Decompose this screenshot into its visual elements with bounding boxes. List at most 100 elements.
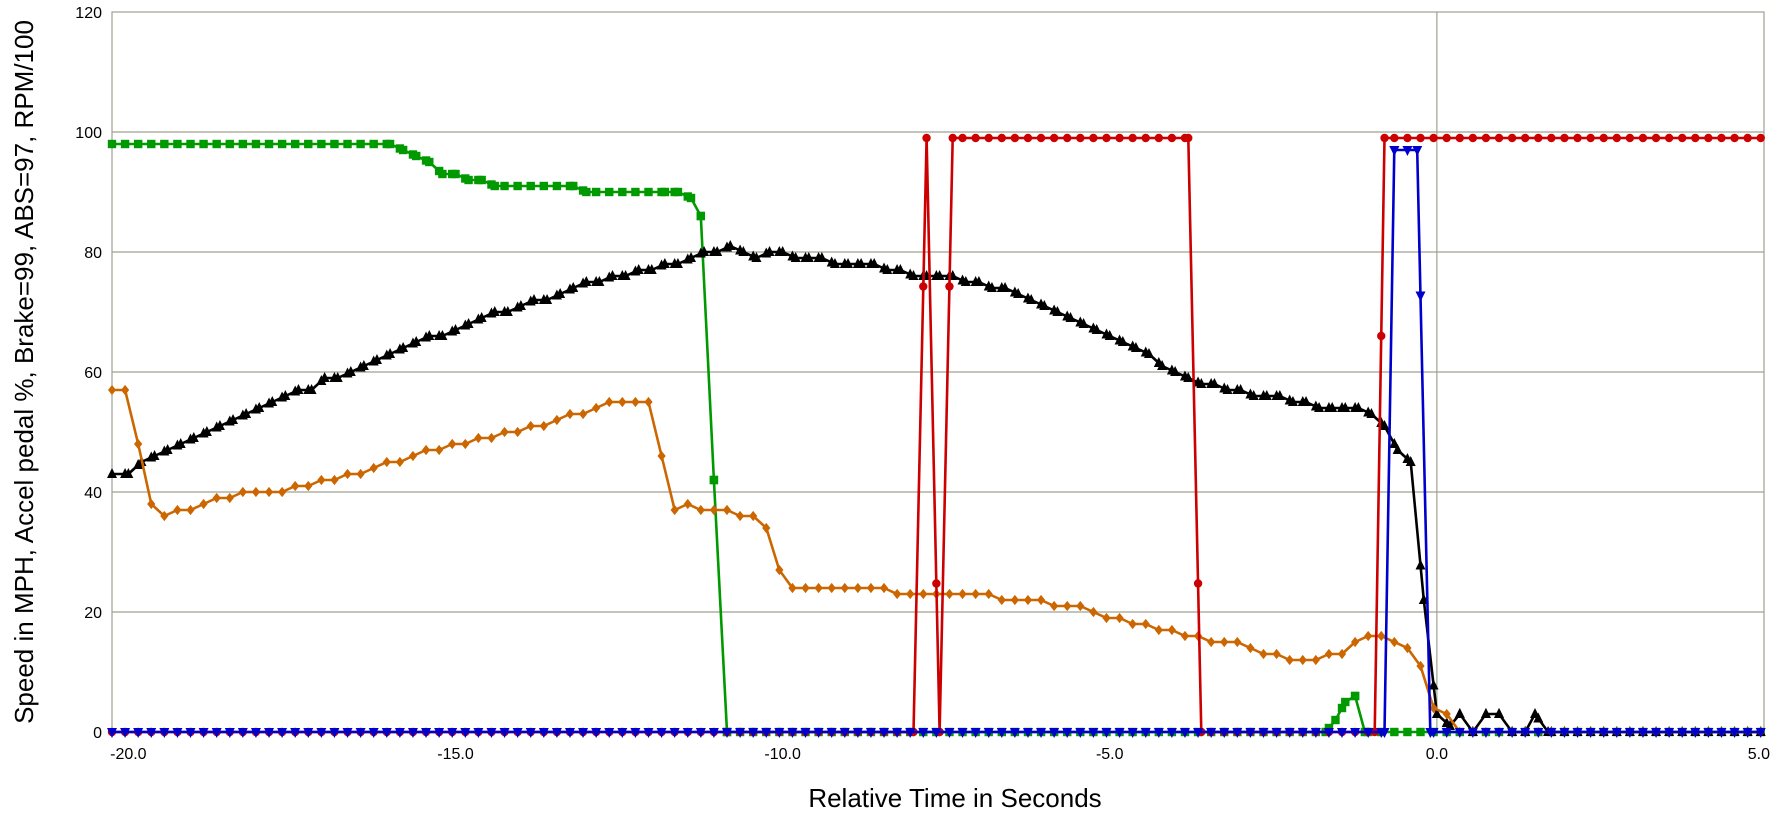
x-tick-label: -15.0 xyxy=(437,746,474,763)
data-point xyxy=(1301,396,1312,406)
data-point xyxy=(1664,728,1675,738)
data-point xyxy=(175,438,186,448)
data-point xyxy=(1664,133,1674,143)
data-point xyxy=(251,487,260,497)
data-point xyxy=(1691,133,1700,143)
data-point xyxy=(1009,728,1020,738)
data-point xyxy=(1690,728,1701,738)
data-point xyxy=(355,728,366,738)
data-point xyxy=(186,139,195,149)
data-point xyxy=(1284,728,1295,738)
data-point xyxy=(395,457,404,467)
data-point xyxy=(1704,133,1713,143)
data-point xyxy=(371,354,382,364)
data-point xyxy=(633,264,644,274)
data-point xyxy=(1677,728,1688,738)
data-point xyxy=(646,264,657,274)
data-point xyxy=(829,258,840,268)
data-point xyxy=(473,728,484,738)
data-point xyxy=(1258,728,1269,738)
data-point xyxy=(332,372,343,382)
data-point xyxy=(1193,579,1203,588)
data-point xyxy=(385,139,395,149)
data-point xyxy=(984,589,993,599)
data-point xyxy=(108,385,116,395)
data-point xyxy=(788,583,797,593)
data-point xyxy=(526,181,535,191)
data-point xyxy=(1128,619,1137,629)
data-point xyxy=(1049,728,1060,738)
data-point xyxy=(1314,402,1325,412)
data-point xyxy=(133,728,144,738)
data-point xyxy=(319,372,330,382)
data-point xyxy=(1599,133,1608,143)
data-point xyxy=(1717,133,1726,143)
data-point xyxy=(1392,444,1403,454)
data-point xyxy=(659,258,670,268)
data-point xyxy=(1089,607,1098,617)
data-point xyxy=(212,493,221,503)
data-point xyxy=(839,728,850,738)
data-point xyxy=(1625,133,1635,143)
data-point xyxy=(172,728,183,738)
y-tick-label: 60 xyxy=(84,365,102,382)
data-point xyxy=(840,583,849,593)
data-point xyxy=(224,728,235,738)
data-point xyxy=(1078,318,1089,328)
data-point xyxy=(1586,133,1595,143)
x-tick-label: 0.0 xyxy=(1426,746,1448,763)
data-point xyxy=(1088,728,1099,738)
data-point xyxy=(211,728,222,738)
data-point xyxy=(448,439,457,449)
data-point xyxy=(342,728,353,738)
data-point xyxy=(1380,133,1389,143)
data-point xyxy=(1140,728,1151,738)
data-point xyxy=(120,728,131,738)
data-point xyxy=(1743,133,1752,143)
data-point xyxy=(1533,728,1544,738)
data-point xyxy=(1026,294,1037,304)
y-tick-label: 120 xyxy=(75,5,102,22)
data-point xyxy=(906,589,915,599)
data-point xyxy=(555,288,566,298)
data-point xyxy=(526,421,535,431)
data-point xyxy=(146,728,157,738)
data-point xyxy=(1065,312,1076,322)
data-point xyxy=(1206,728,1217,738)
data-point xyxy=(1390,637,1399,647)
data-point xyxy=(1431,708,1442,718)
data-point xyxy=(267,396,278,406)
data-point xyxy=(499,728,510,738)
data-point xyxy=(160,139,169,149)
x-tick-labels: -20.0 -15.0 -10.0 -5.0 0.0 5.0 xyxy=(110,746,1770,763)
data-point xyxy=(306,384,317,394)
data-point xyxy=(1678,133,1687,143)
data-point xyxy=(435,445,444,455)
data-point xyxy=(856,258,867,268)
data-point xyxy=(931,728,942,738)
data-point xyxy=(1154,133,1164,143)
data-point xyxy=(723,505,732,515)
data-point xyxy=(1638,133,1648,143)
data-point xyxy=(604,728,615,738)
data-point xyxy=(1114,728,1125,738)
data-point xyxy=(1115,133,1124,143)
data-point xyxy=(358,360,369,370)
data-point xyxy=(1441,728,1452,738)
data-point xyxy=(568,282,579,292)
data-point xyxy=(1209,378,1220,388)
data-point xyxy=(1467,728,1478,738)
data-point xyxy=(356,139,365,149)
data-point xyxy=(422,445,431,455)
data-point xyxy=(474,433,483,443)
data-point xyxy=(1729,728,1740,738)
data-point xyxy=(1023,595,1032,605)
data-point xyxy=(1130,342,1141,352)
data-point xyxy=(1075,728,1086,738)
data-point xyxy=(1166,728,1177,738)
data-point xyxy=(539,421,548,431)
data-point xyxy=(618,397,627,407)
data-point xyxy=(775,565,784,575)
data-point xyxy=(948,133,957,143)
series-4 xyxy=(107,146,1766,738)
